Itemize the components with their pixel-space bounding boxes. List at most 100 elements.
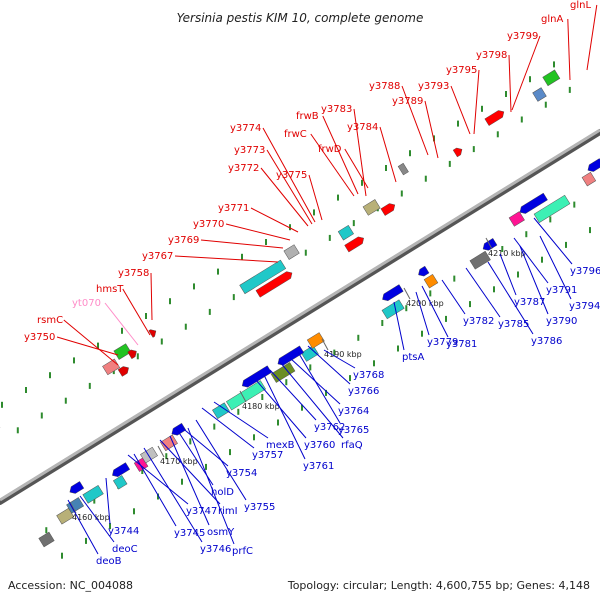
- gene-label-y3791: y3791: [546, 285, 577, 296]
- tick-mark: [229, 449, 231, 456]
- gene-leader-line: [63, 319, 119, 366]
- gene-leader-line: [519, 245, 549, 315]
- gene-arrow: [484, 110, 505, 126]
- tick-mark: [553, 61, 555, 68]
- gene-block: [160, 434, 178, 452]
- gene-leader-line: [441, 279, 466, 315]
- kbp-tick: [239, 390, 247, 403]
- tick-mark: [64, 397, 67, 404]
- gene-label-y3754: y3754: [226, 468, 257, 479]
- gene-leader-line: [269, 369, 317, 421]
- tick-mark: [397, 345, 399, 352]
- gene-label-y3745: y3745: [174, 528, 205, 539]
- gene-label-y3770: y3770: [193, 219, 224, 230]
- gene-leader-line: [308, 174, 323, 221]
- gene-leader-line: [393, 301, 405, 351]
- gene-label-y3781: y3781: [446, 339, 477, 350]
- gene-label-y3795: y3795: [446, 65, 477, 76]
- gene-label-rimI: rimI: [218, 506, 238, 517]
- tick-mark: [241, 253, 243, 260]
- gene-label-y3767: y3767: [142, 251, 173, 262]
- tick-mark: [472, 146, 475, 153]
- gene-label-rsmC: rsmC: [37, 315, 63, 326]
- tick-mark: [328, 234, 331, 241]
- gene-arrow: [171, 422, 187, 436]
- gene-block: [212, 402, 230, 419]
- gene-label-y3782: y3782: [463, 316, 494, 327]
- gene-leader-line: [499, 253, 517, 296]
- gene-label-frwC: frwC: [284, 129, 307, 140]
- gene-label-prfC: prfC: [232, 546, 253, 557]
- gene-leader-line: [266, 149, 313, 225]
- tick-mark: [109, 523, 111, 530]
- gene-block: [66, 497, 85, 514]
- gene-leader-line: [586, 4, 598, 71]
- tick-mark: [237, 408, 240, 415]
- gene-block: [300, 345, 319, 362]
- tick-mark: [309, 364, 312, 371]
- kbp-tick: [157, 445, 165, 458]
- genome-backbone: [0, 128, 600, 502]
- tick-mark: [16, 427, 19, 434]
- gene-leader-line: [421, 285, 449, 338]
- tick-mark: [121, 327, 123, 334]
- gene-label-y3773: y3773: [234, 145, 265, 156]
- gene-label-y3764: y3764: [338, 406, 369, 417]
- tick-mark: [213, 423, 216, 430]
- tick-mark: [361, 179, 363, 186]
- gene-block: [362, 199, 381, 216]
- tick-mark: [181, 478, 183, 485]
- gene-label-y3775: y3775: [276, 170, 307, 181]
- tick-mark: [85, 537, 87, 544]
- gene-block: [306, 332, 325, 349]
- tick-mark: [457, 120, 459, 127]
- gene-arrow: [519, 192, 548, 214]
- gene-leader-line: [213, 401, 269, 439]
- gene-block: [397, 162, 409, 176]
- tick-mark: [169, 298, 171, 305]
- tick-mark: [493, 286, 495, 293]
- tick-mark: [253, 434, 255, 441]
- gene-label-y3794: y3794: [569, 301, 600, 312]
- tick-mark: [304, 249, 307, 256]
- tick-mark: [208, 308, 211, 315]
- gene-label-y3769: y3769: [168, 235, 199, 246]
- tick-mark: [496, 131, 499, 138]
- gene-block: [38, 531, 55, 548]
- kbp-tick: [69, 501, 77, 514]
- gene-block: [140, 446, 158, 464]
- tick-mark: [88, 382, 91, 389]
- tick-mark: [568, 86, 571, 93]
- gene-label-y3799: y3799: [507, 31, 538, 42]
- tick-mark: [409, 150, 411, 157]
- tick-mark: [424, 175, 427, 182]
- tick-mark: [265, 239, 267, 245]
- kbp-tick: [321, 338, 329, 351]
- gene-leader-line: [169, 435, 210, 526]
- gene-leader-line: [56, 336, 119, 356]
- gene-label-y3771: y3771: [218, 203, 249, 214]
- tick-mark: [337, 194, 339, 201]
- gene-leader-line: [473, 69, 480, 135]
- gene-label-deoC: deoC: [112, 544, 138, 555]
- gene-leader-line: [122, 288, 151, 336]
- tick-mark: [448, 160, 451, 167]
- gene-arrow: [0, 425, 1, 434]
- tick-mark: [589, 227, 591, 234]
- tick-mark: [61, 552, 63, 559]
- gene-block: [508, 211, 525, 227]
- gene-arrow: [117, 366, 129, 377]
- gene-leader-line: [201, 407, 255, 449]
- tick-mark: [97, 342, 99, 349]
- tick-mark: [145, 313, 147, 319]
- gene-block: [469, 250, 491, 270]
- gene-arrow: [382, 284, 404, 301]
- gene-label-frwB: frwB: [296, 111, 319, 122]
- genome-stats-text: Topology: circular; Length: 4,600,755 bp…: [287, 579, 590, 592]
- gene-label-y3787: y3787: [514, 297, 545, 308]
- gene-leader-line: [179, 425, 229, 467]
- gene-label-y3761: y3761: [303, 461, 334, 472]
- gene-label-y3746: y3746: [200, 544, 231, 555]
- tick-mark: [445, 315, 447, 322]
- gene-arrow: [587, 158, 600, 172]
